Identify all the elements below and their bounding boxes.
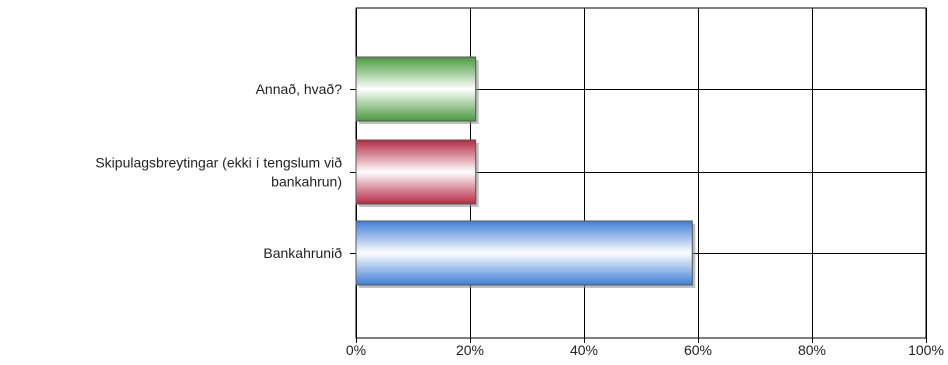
x-tick-label: 40% xyxy=(570,342,598,358)
category-label: bankahrun) xyxy=(271,174,342,190)
bar xyxy=(355,56,477,122)
x-tick-label: 60% xyxy=(684,342,712,358)
label-layer: 0% 20% 40% 60% 80% 100% Annað, hvað? Skipulagsb… xyxy=(95,81,944,358)
category-label: Skipulagsbreytingar (ekki í tengslum við xyxy=(95,155,342,171)
x-tick-label: 0% xyxy=(346,342,366,358)
x-tick-label: 80% xyxy=(798,342,826,358)
bar xyxy=(355,220,693,286)
x-tick-label: 100% xyxy=(908,342,944,358)
category-label: Bankahrunið xyxy=(263,245,342,261)
x-tick-label: 20% xyxy=(456,342,484,358)
bar xyxy=(355,139,477,205)
bar-layer xyxy=(355,56,696,288)
category-label: Annað, hvað? xyxy=(256,81,343,97)
